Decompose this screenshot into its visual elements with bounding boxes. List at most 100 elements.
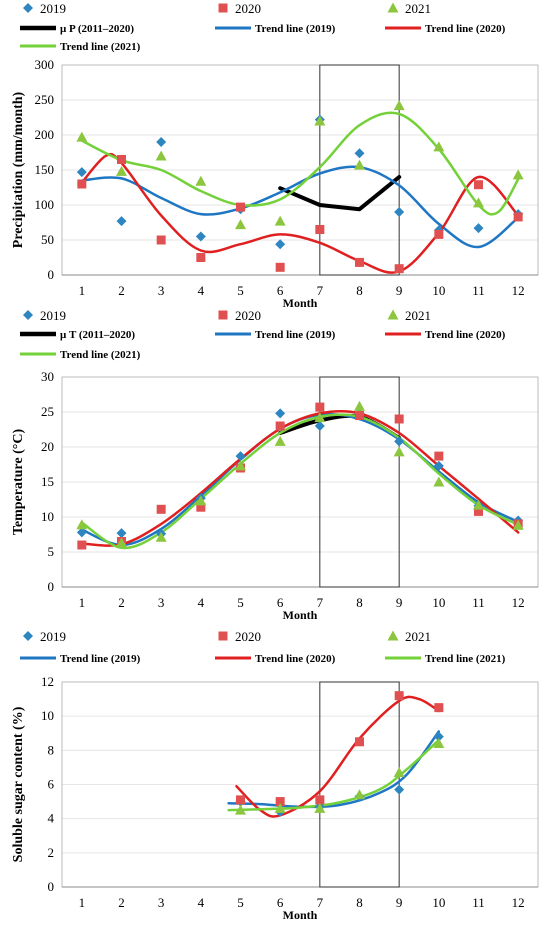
- x-tick-label: 8: [356, 895, 363, 910]
- x-tick-label: 1: [79, 283, 86, 298]
- data-point-triangle: [393, 100, 405, 111]
- data-point-triangle: [76, 519, 88, 530]
- series-line: [227, 730, 441, 809]
- y-tick-label: 100: [35, 197, 55, 212]
- legend-triangle-marker: [387, 2, 399, 13]
- legend-label: Trend line (2020): [255, 653, 336, 665]
- data-point-triangle: [512, 519, 524, 530]
- x-tick-label: 2: [118, 595, 125, 610]
- y-tick-label: 0: [48, 879, 55, 894]
- legend-label: Trend line (2019): [255, 329, 336, 341]
- legend-item: 2020: [218, 629, 261, 644]
- data-point-square: [77, 540, 87, 550]
- legend-label: 2021: [405, 629, 431, 644]
- legend-item: Trend line (2019): [215, 23, 336, 35]
- y-axis-label: Temperature (°C): [11, 429, 26, 536]
- data-point-square: [315, 402, 325, 412]
- x-tick-label: 6: [277, 283, 284, 298]
- y-tick-label: 10: [41, 708, 54, 723]
- data-point-triangle: [235, 460, 246, 471]
- data-point-triangle: [274, 802, 286, 813]
- data-point-triangle: [354, 789, 365, 800]
- data-point-square: [434, 229, 444, 239]
- y-tick-label: 15: [41, 474, 54, 489]
- legend-label: Trend line (2019): [255, 23, 336, 35]
- x-tick-label: 2: [118, 283, 125, 298]
- x-tick-label: 7: [317, 283, 324, 298]
- x-tick-label: 3: [158, 283, 165, 298]
- legend-item: Trend line (2020): [215, 653, 336, 665]
- data-point-square: [275, 797, 285, 807]
- data-points: [235, 691, 445, 817]
- x-tick-label: 2: [118, 895, 125, 910]
- y-tick-label: 5: [48, 544, 55, 559]
- x-tick-label: 7: [317, 895, 324, 910]
- y-tick-label: 300: [35, 57, 55, 72]
- legend-item: μ P (2011–2020): [20, 23, 134, 35]
- x-tick-label: 11: [472, 595, 485, 610]
- data-point-diamond: [433, 731, 444, 742]
- data-point-triangle: [433, 476, 445, 487]
- data-point-triangle: [235, 804, 246, 815]
- series-line: [278, 175, 402, 212]
- x-tick-label: 9: [396, 283, 403, 298]
- legend-item: 2019: [23, 308, 66, 323]
- data-point-square: [196, 502, 206, 512]
- data-point-square: [156, 235, 166, 245]
- x-tick-label: 11: [472, 895, 485, 910]
- x-tick-label: 10: [432, 595, 445, 610]
- legend-label: μ P (2011–2020): [60, 23, 134, 35]
- legend-item: 2019: [23, 629, 66, 644]
- data-point-square: [434, 703, 444, 713]
- legend-triangle-marker: [387, 309, 399, 320]
- legend-diamond-marker: [23, 3, 33, 13]
- data-point-square: [474, 506, 483, 516]
- y-tick-label: 200: [35, 127, 55, 142]
- y-tick-label: 12: [41, 674, 54, 689]
- legend-item: Trend line (2019): [20, 653, 141, 665]
- legend-item: Trend line (2021): [20, 349, 141, 361]
- data-point-diamond: [116, 216, 127, 227]
- y-tick-label: 2: [48, 845, 55, 860]
- legend-label: 2019: [40, 629, 66, 644]
- data-point-square: [394, 691, 404, 701]
- x-tick-label: 6: [277, 895, 284, 910]
- legend-square-marker: [218, 310, 228, 320]
- data-point-square: [394, 264, 404, 274]
- data-point-diamond: [394, 207, 405, 217]
- data-point-diamond: [156, 137, 167, 147]
- x-tick-label: 12: [512, 595, 525, 610]
- highlight-box: [319, 64, 400, 276]
- x-tick-label: 10: [432, 895, 445, 910]
- data-point-triangle: [473, 499, 484, 510]
- data-point-triangle: [354, 400, 365, 411]
- series-line: [227, 738, 441, 812]
- legend-label: μ T (2011–2020): [60, 329, 135, 341]
- data-point-triangle: [393, 767, 405, 778]
- data-point-diamond: [76, 167, 87, 178]
- data-point-triangle: [314, 802, 326, 813]
- x-axis-label: Month: [283, 608, 318, 622]
- data-point-square: [275, 421, 285, 431]
- legend-label: 2020: [235, 308, 261, 323]
- x-tick-label: 1: [79, 595, 86, 610]
- legend-label: Trend line (2021): [60, 349, 141, 361]
- data-point-square: [474, 180, 483, 190]
- legend-label: Trend line (2021): [60, 41, 141, 53]
- x-tick-label: 6: [277, 595, 284, 610]
- data-point-triangle: [354, 159, 365, 170]
- x-tick-label: 9: [396, 895, 403, 910]
- trend-lines: [80, 409, 520, 550]
- data-point-triangle: [76, 131, 88, 142]
- y-tick-label: 150: [35, 162, 55, 177]
- y-tick-label: 8: [48, 742, 55, 757]
- x-tick-label: 3: [158, 595, 165, 610]
- chart-panel-3: 2019 2020 2021 Trend line (2019) Trend line …: [11, 629, 539, 922]
- legend-label: Trend line (2020): [425, 23, 506, 35]
- x-tick-label: 11: [472, 283, 485, 298]
- data-point-triangle: [155, 531, 167, 542]
- legend-item: 2020: [218, 308, 261, 323]
- legend-square-marker: [218, 631, 228, 641]
